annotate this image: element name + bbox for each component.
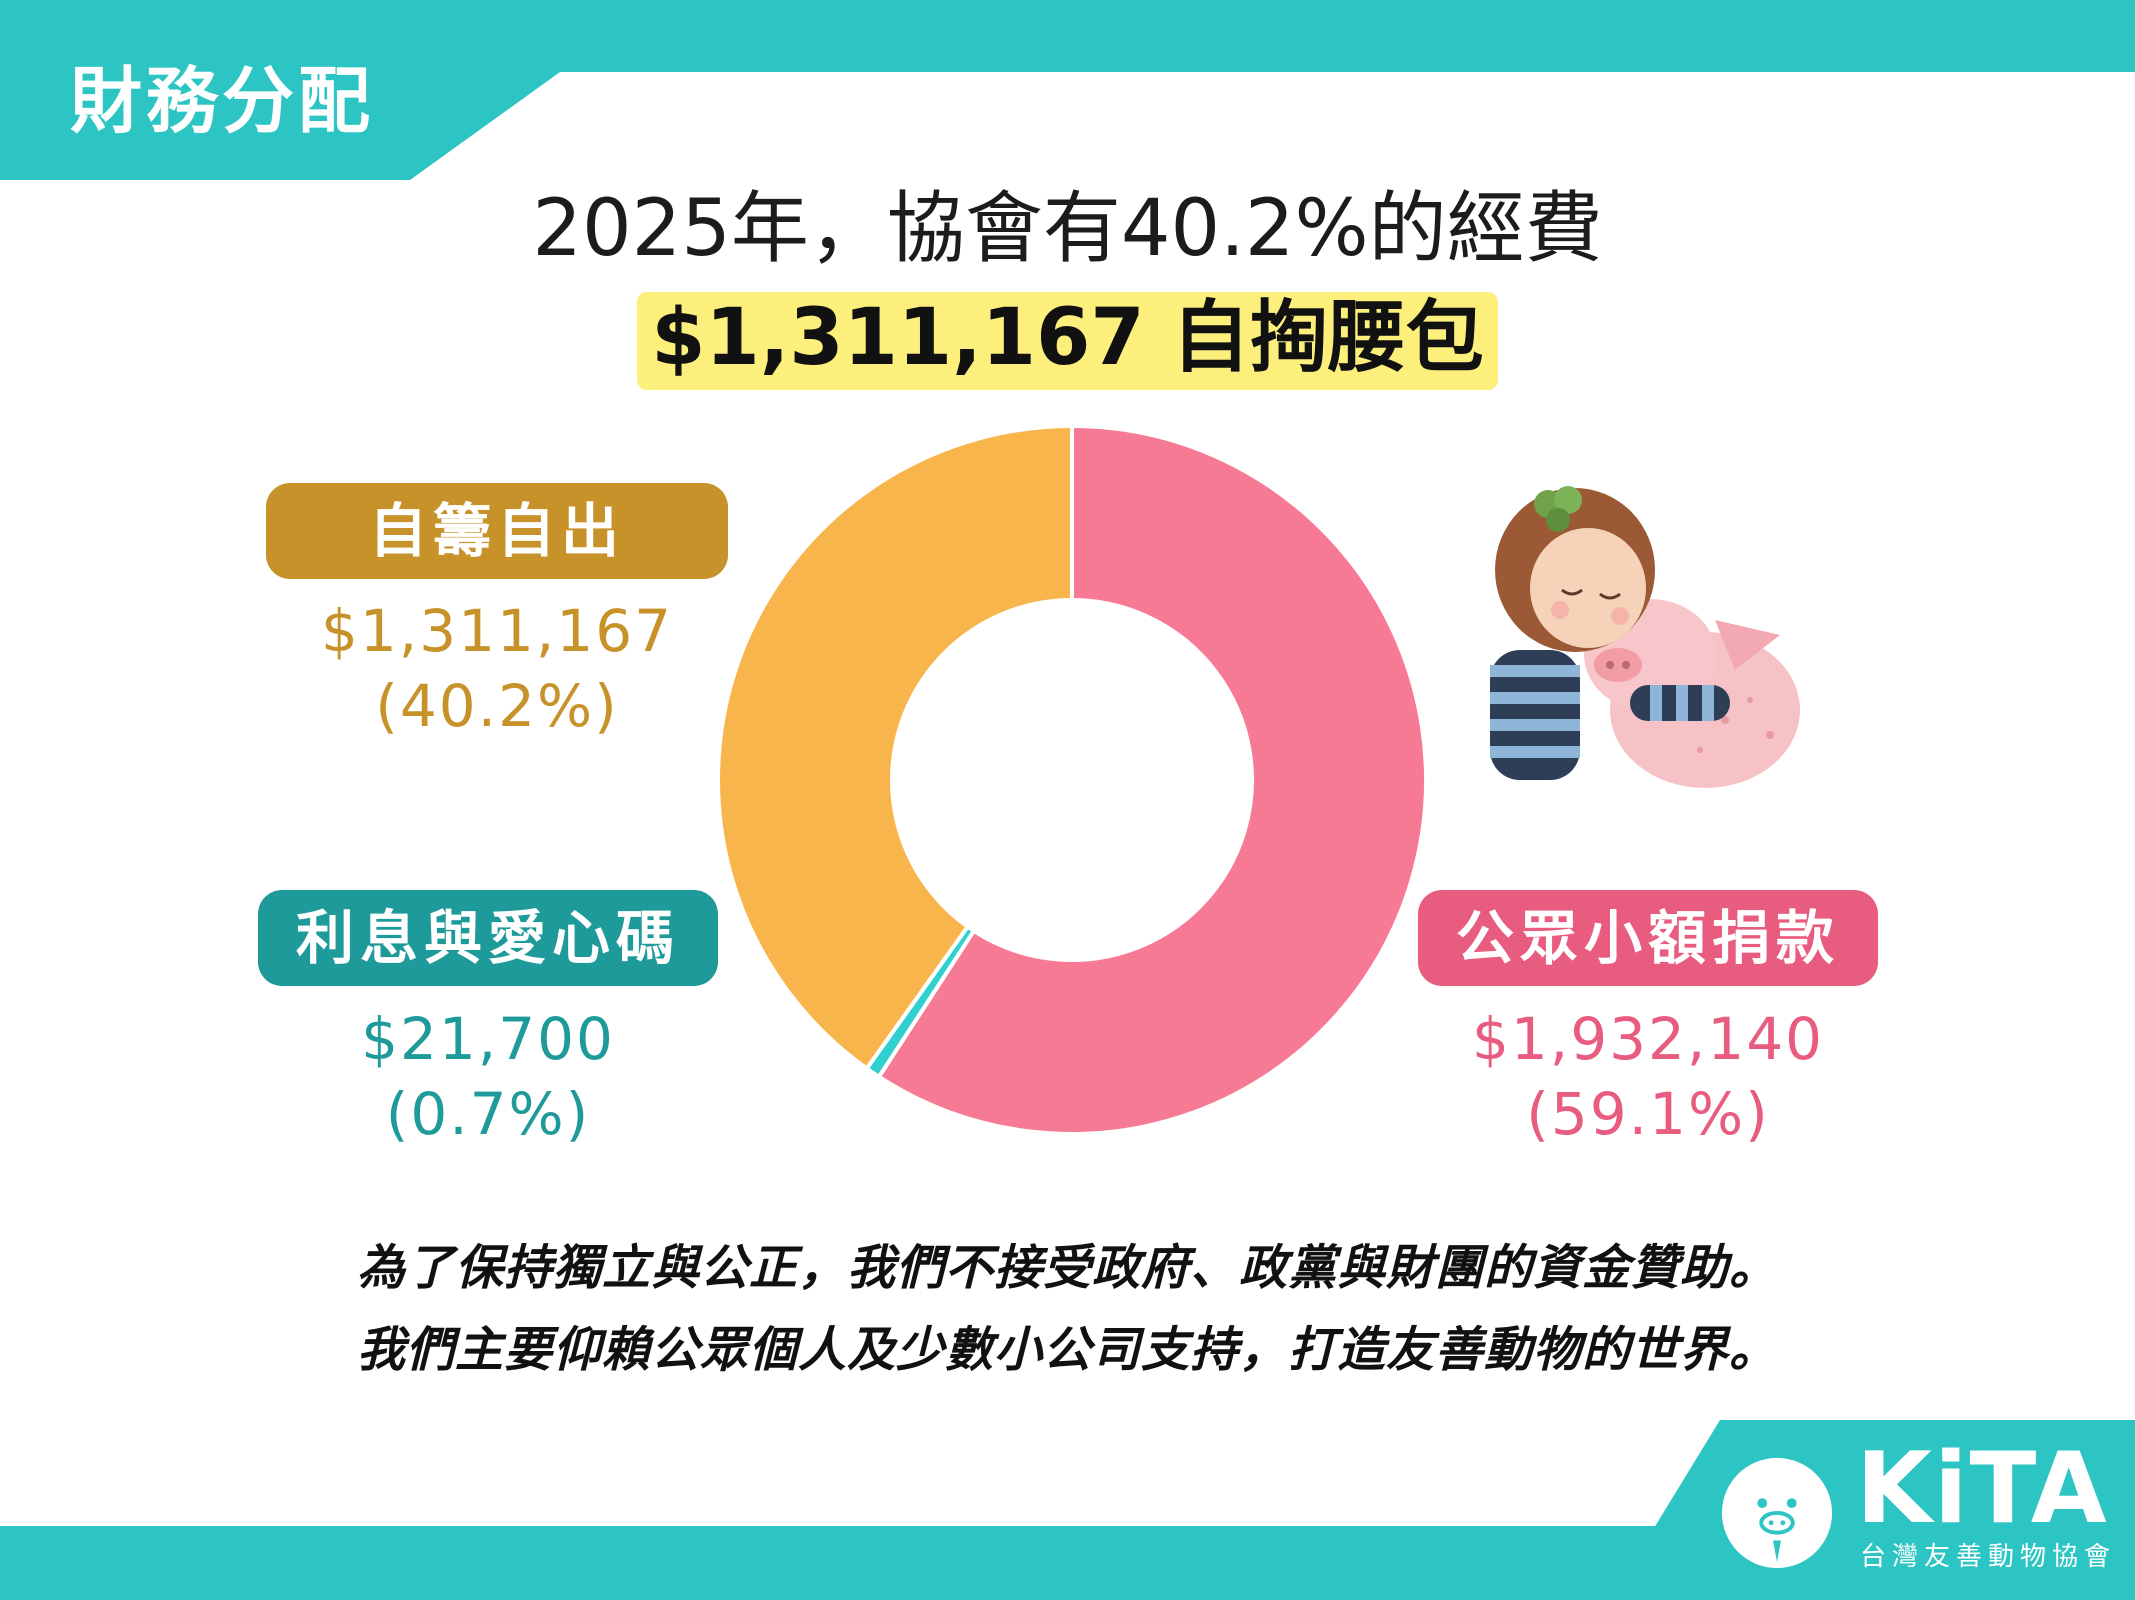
legend-pill-donations: 公眾小額捐款 (1418, 890, 1878, 986)
footer-line-1: 為了保持獨立與公正，我們不接受政府、政黨與財團的資金贊助。 (356, 1240, 1778, 1296)
legend-pill-interest: 利息與愛心碼 (258, 890, 718, 986)
headline: 2025年，協會有40.2%的經費 (532, 184, 1603, 274)
amount-self-funded-value: $1,311,167 (320, 597, 674, 665)
amount-self-funded: $1,311,167 (40.2%) (266, 594, 728, 745)
girl-face (1530, 528, 1646, 648)
donut-slice-0 (876, 423, 1428, 1136)
kita-pig-logo-icon (1721, 1457, 1833, 1569)
amount-donations-percent: (59.1%) (1526, 1080, 1770, 1149)
logo-wordmark: KiTA (1856, 1432, 2109, 1546)
headline-highlight: $1,311,167 自掏腰包 (637, 292, 1498, 390)
amount-interest: $21,700 (0.7%) (258, 1002, 718, 1153)
section-title: 財務分配 (70, 59, 375, 143)
logo-subtitle: 台灣友善動物協會 (1860, 1542, 2117, 1572)
pig-snout (1594, 648, 1642, 682)
amount-donations-value: $1,932,140 (1471, 1005, 1825, 1073)
amount-interest-value: $21,700 (361, 1005, 615, 1073)
girl-striped-sweater (1490, 650, 1730, 780)
headline-highlight-row: $1,311,167 自掏腰包 (0, 292, 2135, 390)
amount-interest-percent: (0.7%) (385, 1080, 591, 1149)
girl-hugging-pig-illustration (1490, 486, 1800, 788)
donut-slice-2 (716, 423, 1074, 1072)
legend-pill-self-funded: 自籌自出 (266, 483, 728, 579)
amount-donations: $1,932,140 (59.1%) (1418, 1002, 1878, 1153)
footer-line-2: 我們主要仰賴公眾個人及少數小公司支持，打造友善動物的世界。 (356, 1322, 1778, 1378)
pig-ear (1715, 620, 1780, 670)
amount-self-funded-percent: (40.2%) (375, 672, 619, 741)
